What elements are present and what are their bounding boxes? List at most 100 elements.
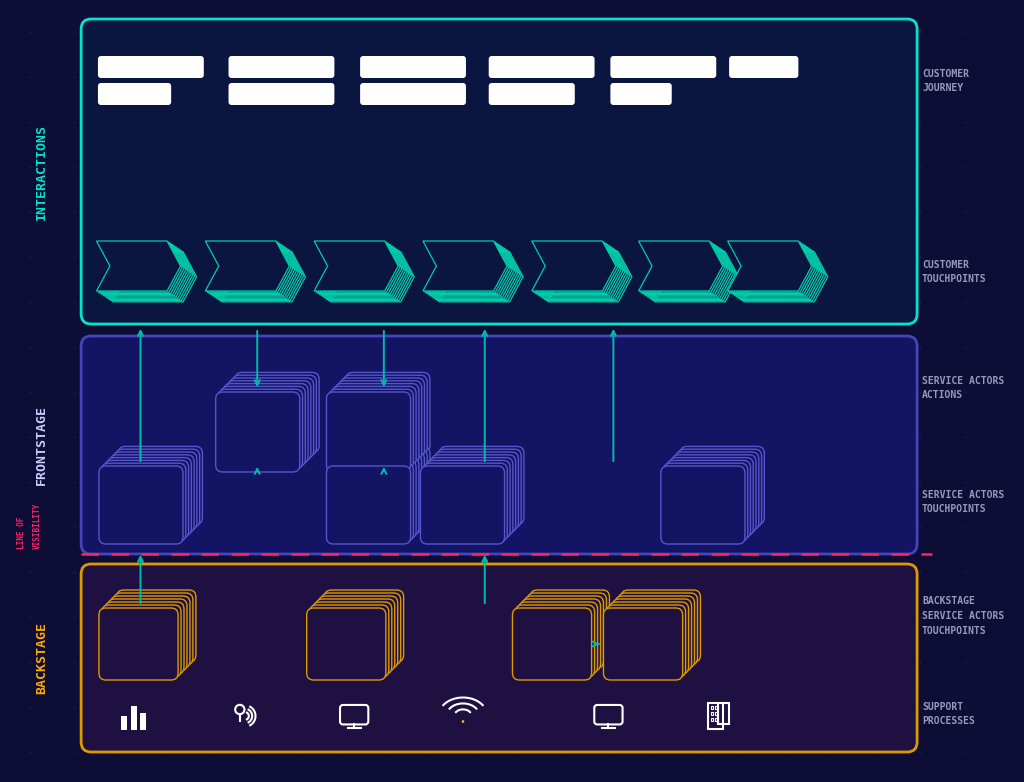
FancyBboxPatch shape <box>236 372 319 453</box>
FancyBboxPatch shape <box>524 596 603 668</box>
FancyBboxPatch shape <box>429 457 513 536</box>
Polygon shape <box>205 241 290 291</box>
FancyBboxPatch shape <box>116 449 200 527</box>
FancyBboxPatch shape <box>81 564 918 752</box>
FancyBboxPatch shape <box>612 599 691 671</box>
FancyBboxPatch shape <box>312 602 392 674</box>
Text: LINE OF: LINE OF <box>17 517 27 549</box>
FancyBboxPatch shape <box>81 19 918 324</box>
FancyBboxPatch shape <box>101 463 185 541</box>
FancyBboxPatch shape <box>327 466 411 544</box>
Polygon shape <box>728 241 812 291</box>
FancyBboxPatch shape <box>224 384 308 464</box>
FancyBboxPatch shape <box>530 590 609 662</box>
FancyBboxPatch shape <box>338 455 422 533</box>
Bar <box>718 703 729 723</box>
Bar <box>140 713 146 730</box>
FancyBboxPatch shape <box>104 602 184 674</box>
Polygon shape <box>639 241 723 291</box>
FancyBboxPatch shape <box>110 455 195 533</box>
FancyBboxPatch shape <box>488 83 574 105</box>
Bar <box>709 703 723 729</box>
Text: SERVICE ACTORS
ACTIONS: SERVICE ACTORS ACTIONS <box>922 375 1005 400</box>
FancyBboxPatch shape <box>515 605 595 677</box>
FancyBboxPatch shape <box>340 452 424 530</box>
Bar <box>121 716 127 730</box>
FancyBboxPatch shape <box>729 56 799 78</box>
FancyBboxPatch shape <box>98 56 204 78</box>
FancyBboxPatch shape <box>108 457 191 536</box>
FancyBboxPatch shape <box>318 596 397 668</box>
FancyBboxPatch shape <box>667 461 751 538</box>
FancyBboxPatch shape <box>423 463 507 541</box>
FancyBboxPatch shape <box>108 599 187 671</box>
Bar <box>711 719 714 721</box>
FancyBboxPatch shape <box>660 466 744 544</box>
FancyBboxPatch shape <box>434 452 518 530</box>
FancyBboxPatch shape <box>228 83 335 105</box>
FancyBboxPatch shape <box>437 449 521 527</box>
FancyBboxPatch shape <box>232 375 316 455</box>
FancyBboxPatch shape <box>346 372 430 453</box>
FancyBboxPatch shape <box>306 608 386 680</box>
Text: INTERACTIONS: INTERACTIONS <box>35 124 48 220</box>
FancyBboxPatch shape <box>426 461 510 538</box>
FancyBboxPatch shape <box>322 593 400 665</box>
Bar <box>130 706 136 730</box>
FancyBboxPatch shape <box>675 452 759 530</box>
Circle shape <box>462 720 464 723</box>
Text: CUSTOMER
TOUCHPOINTS: CUSTOMER TOUCHPOINTS <box>922 260 987 285</box>
FancyBboxPatch shape <box>226 381 311 461</box>
FancyBboxPatch shape <box>346 447 430 525</box>
FancyBboxPatch shape <box>117 590 196 662</box>
FancyBboxPatch shape <box>330 389 414 469</box>
FancyBboxPatch shape <box>309 605 389 677</box>
Text: BACKSTAGE: BACKSTAGE <box>35 622 48 694</box>
FancyBboxPatch shape <box>360 83 466 105</box>
FancyBboxPatch shape <box>421 466 505 544</box>
FancyBboxPatch shape <box>218 389 302 469</box>
Text: SERVICE ACTORS
TOUCHPOINTS: SERVICE ACTORS TOUCHPOINTS <box>922 490 1005 515</box>
FancyBboxPatch shape <box>609 602 688 674</box>
Bar <box>711 706 714 709</box>
FancyBboxPatch shape <box>615 596 694 668</box>
FancyBboxPatch shape <box>330 463 414 541</box>
Bar <box>715 719 718 721</box>
FancyBboxPatch shape <box>99 608 178 680</box>
FancyBboxPatch shape <box>99 466 183 544</box>
FancyBboxPatch shape <box>527 593 606 665</box>
FancyBboxPatch shape <box>216 392 300 472</box>
FancyBboxPatch shape <box>229 378 313 458</box>
FancyBboxPatch shape <box>338 381 422 461</box>
Bar <box>711 712 714 715</box>
FancyBboxPatch shape <box>440 447 524 525</box>
FancyBboxPatch shape <box>119 447 203 525</box>
FancyBboxPatch shape <box>512 608 592 680</box>
FancyBboxPatch shape <box>98 83 171 105</box>
FancyBboxPatch shape <box>622 590 700 662</box>
FancyBboxPatch shape <box>518 602 598 674</box>
FancyBboxPatch shape <box>680 447 764 525</box>
FancyBboxPatch shape <box>102 605 181 677</box>
FancyBboxPatch shape <box>431 455 516 533</box>
FancyBboxPatch shape <box>610 83 672 105</box>
Polygon shape <box>423 241 507 291</box>
FancyBboxPatch shape <box>603 608 683 680</box>
FancyBboxPatch shape <box>343 375 427 455</box>
Polygon shape <box>531 241 615 291</box>
FancyBboxPatch shape <box>488 56 595 78</box>
FancyBboxPatch shape <box>672 455 756 533</box>
FancyBboxPatch shape <box>340 378 424 458</box>
FancyBboxPatch shape <box>610 56 716 78</box>
FancyBboxPatch shape <box>325 590 403 662</box>
Text: SUPPORT
PROCESSES: SUPPORT PROCESSES <box>922 701 975 726</box>
FancyBboxPatch shape <box>606 605 686 677</box>
FancyBboxPatch shape <box>618 593 697 665</box>
FancyBboxPatch shape <box>104 461 188 538</box>
FancyBboxPatch shape <box>221 386 305 466</box>
FancyBboxPatch shape <box>664 463 748 541</box>
FancyBboxPatch shape <box>327 392 411 472</box>
Text: VISIBILITY: VISIBILITY <box>33 503 42 549</box>
Text: BACKSTAGE
SERVICE ACTORS
TOUCHPOINTS: BACKSTAGE SERVICE ACTORS TOUCHPOINTS <box>922 596 1005 636</box>
Text: FRONTSTAGE: FRONTSTAGE <box>35 405 48 485</box>
